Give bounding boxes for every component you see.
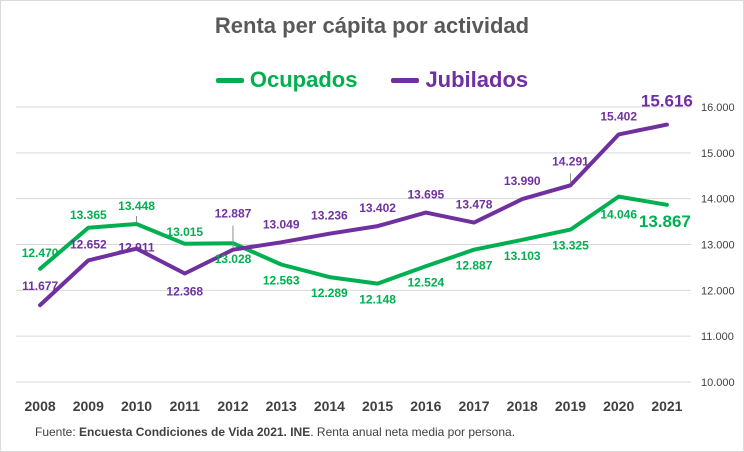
data-label-jubilados: 12.652 — [70, 237, 107, 251]
data-label-jubilados: 11.677 — [22, 279, 58, 293]
legend-label-ocupados: Ocupados — [249, 67, 358, 92]
y-tick-label: 16.000 — [701, 102, 735, 114]
data-label-jubilados: 12.368 — [166, 284, 203, 298]
data-label-jubilados: 12.911 — [119, 241, 155, 255]
data-label-ocupados: 12.524 — [407, 275, 444, 289]
y-tick-label: 12.000 — [701, 285, 735, 297]
legend-swatch-jubilados — [391, 77, 420, 83]
x-tick-label: 2008 — [25, 398, 56, 414]
x-tick-label: 2015 — [362, 398, 393, 414]
data-label-ocupados: 13.867 — [639, 212, 691, 231]
x-tick-label: 2013 — [266, 398, 297, 414]
source-bold: Encuesta Condiciones de Vida 2021. INE — [79, 425, 311, 439]
data-label-jubilados: 13.990 — [504, 174, 541, 188]
x-tick-label: 2014 — [314, 398, 345, 414]
data-label-jubilados: 13.049 — [263, 217, 300, 231]
x-tick-label: 2021 — [651, 398, 682, 414]
x-tick-label: 2010 — [121, 398, 152, 414]
chart-title: Renta per cápita por actividad — [214, 13, 530, 38]
series-line-jubilados — [38, 122, 669, 308]
data-label-ocupados: 13.365 — [70, 208, 107, 222]
x-tick-label: 2009 — [73, 398, 104, 414]
data-label-jubilados: 13.402 — [359, 201, 396, 215]
chart-legend: Ocupados Jubilados — [1, 67, 743, 93]
source-suffix: . Renta anual neta media por persona. — [310, 425, 516, 439]
x-tick-label: 2017 — [458, 398, 489, 414]
data-label-jubilados: 14.291 — [552, 154, 589, 168]
y-tick-label: 11.000 — [701, 331, 734, 343]
legend-label-jubilados: Jubilados — [425, 67, 529, 92]
data-label-jubilados: 13.478 — [456, 198, 493, 212]
data-label-ocupados: 13.015 — [166, 225, 203, 239]
x-tick-label: 2016 — [410, 398, 441, 414]
data-label-ocupados: 13.448 — [118, 199, 155, 213]
legend-item-jubilados: Jubilados — [391, 67, 528, 93]
data-label-ocupados: 13.325 — [552, 239, 589, 253]
y-tick-label: 13.000 — [701, 240, 735, 252]
data-label-ocupados: 12.887 — [456, 259, 493, 273]
source-note: Fuente: Encuesta Condiciones de Vida 202… — [35, 425, 515, 439]
x-tick-label: 2020 — [603, 398, 634, 414]
data-label-jubilados: 13.695 — [407, 188, 444, 202]
x-tick-label: 2018 — [507, 398, 538, 414]
legend-item-ocupados: Ocupados — [215, 67, 358, 93]
data-label-ocupados: 12.470 — [22, 246, 59, 260]
legend-swatch-ocupados — [215, 77, 244, 83]
series-line-ocupados — [38, 194, 669, 286]
data-label-ocupados: 12.289 — [311, 286, 348, 300]
data-label-ocupados: 13.103 — [504, 249, 541, 263]
data-label-ocupados: 14.046 — [600, 208, 637, 222]
y-tick-label: 15.000 — [701, 148, 735, 160]
data-label-jubilados: 12.887 — [215, 207, 252, 221]
y-tick-label: 10.000 — [701, 377, 735, 389]
x-tick-label: 2019 — [555, 398, 586, 414]
data-label-jubilados: 13.236 — [311, 209, 348, 223]
y-tick-label: 14.000 — [701, 194, 735, 206]
source-prefix: Fuente: — [35, 425, 80, 439]
data-label-ocupados: 12.563 — [263, 274, 300, 288]
x-tick-label: 2011 — [170, 398, 201, 414]
x-tick-label: 2012 — [217, 398, 248, 414]
data-label-jubilados: 15.616 — [641, 92, 693, 111]
data-label-jubilados: 15.402 — [600, 109, 637, 123]
data-label-ocupados: 12.148 — [359, 293, 396, 307]
data-label-ocupados: 13.028 — [215, 252, 252, 266]
